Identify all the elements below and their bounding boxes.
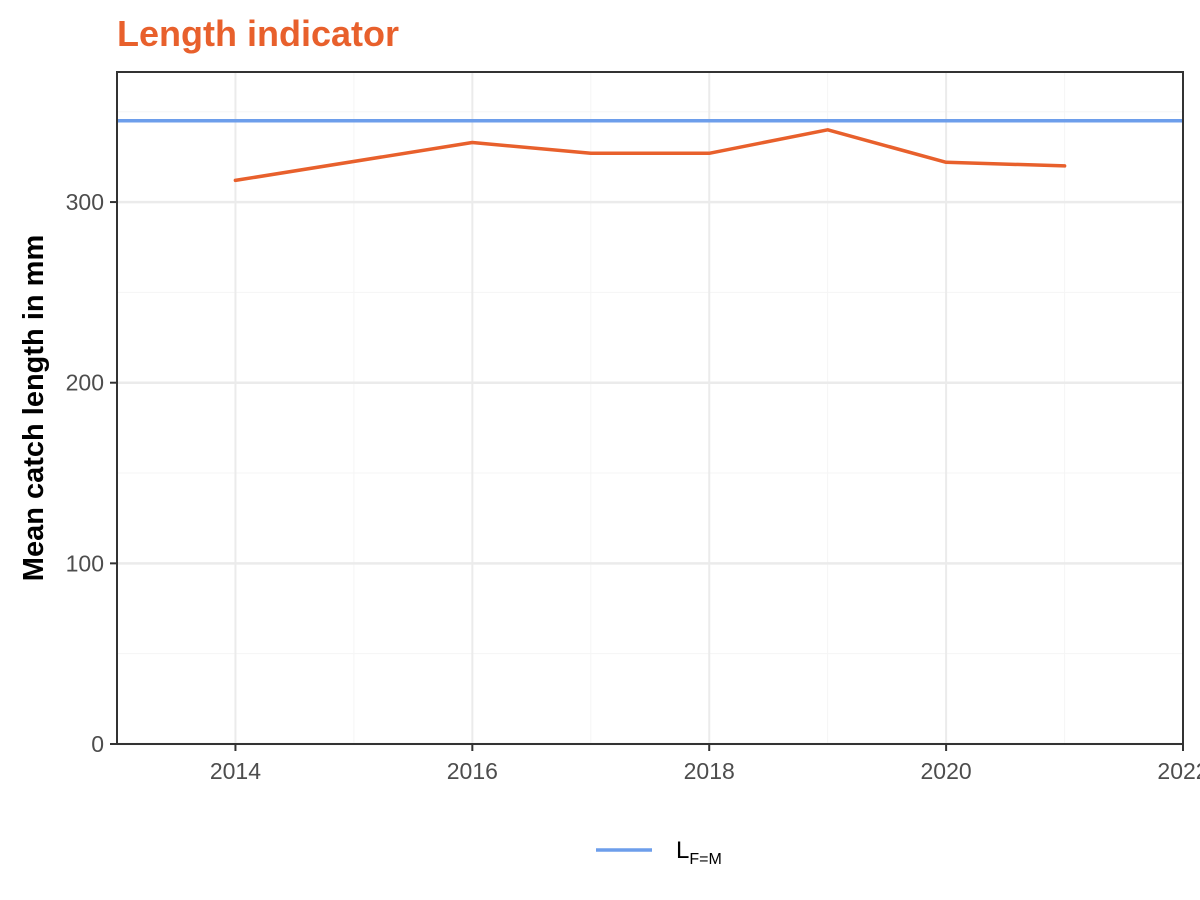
legend-label-lfm: LF=M xyxy=(676,837,722,868)
chart-title: Length indicator xyxy=(117,13,399,54)
panel-border xyxy=(116,71,1184,745)
legend: LF=M xyxy=(596,837,722,868)
y-tick-label: 100 xyxy=(66,550,104,576)
x-tick-label: 2014 xyxy=(210,758,261,784)
x-tick-label: 2020 xyxy=(921,758,972,784)
y-tick-label: 300 xyxy=(66,189,104,215)
y-tick-label: 0 xyxy=(91,731,104,757)
y-axis-label: Mean catch length in mm xyxy=(18,235,50,581)
x-tick-label: 2018 xyxy=(684,758,735,784)
legend-label-main: L xyxy=(676,837,689,864)
x-tick-label: 2022 xyxy=(1157,758,1200,784)
legend-label-subscript: F=M xyxy=(689,851,721,868)
y-tick-label: 200 xyxy=(66,370,104,396)
x-tick-label: 2016 xyxy=(447,758,498,784)
plot-area: 0 100 200 300 2014 2016 2018 2020 2022 xyxy=(66,71,1200,784)
plot-background xyxy=(117,72,1183,744)
series-line-mean-length xyxy=(233,128,1067,183)
